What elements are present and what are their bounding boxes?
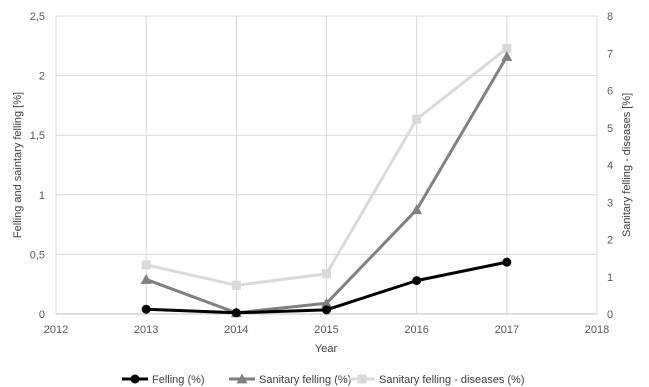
y-tick-label-left: 0,5 [30,249,45,261]
x-tick-label: 2012 [44,324,68,336]
y-tick-label-right: 7 [607,48,613,60]
data-point [141,304,151,314]
legend-label: Sanitary felling - diseases (%) [379,374,525,386]
series-layer [140,43,513,318]
y-axis-title-left: Felling and saintary felling [%] [12,92,24,238]
legend-swatch-marker [130,374,140,384]
x-tick-label: 2017 [495,324,519,336]
legend-label: Felling (%) [152,374,205,386]
y-tick-label-left: 1 [39,190,45,202]
x-tick-label: 2018 [585,324,609,336]
data-point [502,43,512,53]
legend-item-2: Sanitary felling - diseases (%) [349,374,525,386]
y-tick-label-left: 0 [39,309,45,321]
x-tick-label: 2013 [134,324,158,336]
data-point [412,114,422,124]
y-tick-label-right: 4 [607,160,613,172]
y-tick-label-left: 1,5 [30,130,45,142]
y-tick-label-left: 2 [39,71,45,83]
data-point [502,257,512,267]
y-tick-label-right: 5 [607,123,613,135]
y-tick-label-right: 8 [607,11,613,23]
data-point [322,269,331,279]
data-point [412,276,422,286]
x-tick-label: 2015 [314,324,338,336]
legend-item-1: Sanitary felling (%) [229,373,351,386]
x-axis-title: Year [315,343,338,355]
data-point [501,51,513,61]
y-tick-label-left: 2,5 [30,11,45,23]
series-2 [141,43,512,290]
data-point [321,297,332,308]
y-axis-title-right: Sanitary felling - diseases [%] [621,93,633,237]
legend-swatch-marker [357,374,367,384]
x-tick-label: 2014 [224,324,248,336]
y-tick-label-right: 1 [607,272,613,284]
gridlines [55,15,598,314]
data-point [231,308,241,318]
y-tick-label-right: 0 [607,309,613,321]
data-point [231,280,241,290]
y-tick-label-right: 2 [607,235,613,247]
data-point [140,273,152,284]
y-tick-label-right: 3 [607,197,613,209]
legend: Felling (%) Sanitary felling (%) Sanitary … [122,373,525,386]
data-point [411,204,423,215]
tick-labels: 0 0,5 1 1,5 2 2,5 0 1 2 3 4 5 6 7 8 2012 2013 2014 2015 201… [30,11,613,336]
series-0 [141,257,512,318]
legend-swatch-marker [236,373,248,384]
data-point [322,305,331,315]
data-point [141,260,151,270]
y-tick-label-right: 6 [607,86,613,98]
legend-item-0: Felling (%) [122,374,205,386]
x-tick-label: 2016 [404,324,428,336]
legend-label: Sanitary felling (%) [259,374,351,386]
